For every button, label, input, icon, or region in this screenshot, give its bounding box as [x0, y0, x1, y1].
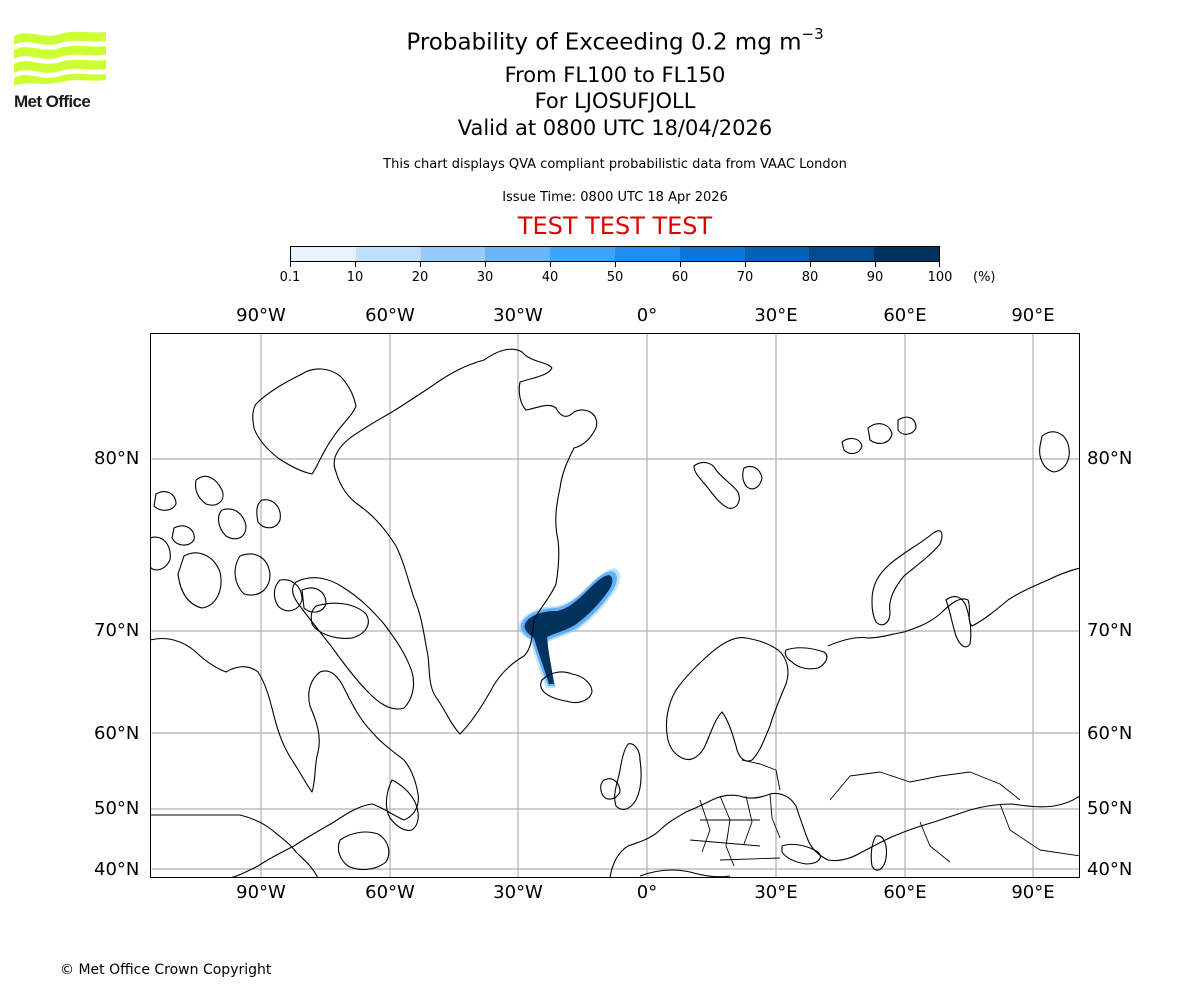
lon-label-top: 30°E [754, 305, 798, 326]
colorbar [290, 246, 940, 262]
lon-label-bottom: 30°W [493, 882, 543, 903]
lat-label-left: 70°N [94, 620, 140, 641]
lon-label-bottom: 90°W [236, 882, 286, 903]
lon-label-top: 60°E [883, 305, 927, 326]
gridlines [151, 334, 1079, 877]
title-text: Probability of Exceeding 0.2 mg m [406, 29, 802, 56]
colorbar-segment-6 [679, 247, 745, 261]
lat-label-left: 40°N [94, 859, 140, 880]
lon-label-bottom: 60°W [365, 882, 415, 903]
lon-label-bottom: 90°E [1011, 882, 1055, 903]
colorbar-tick-label: 10 [346, 270, 364, 285]
lon-label-top: 30°W [493, 305, 543, 326]
colorbar-tick-label: 40 [541, 270, 559, 285]
colorbar-tick-label: 50 [606, 270, 624, 285]
colorbar-ticks [290, 262, 940, 268]
colorbar-segment-0 [291, 247, 356, 261]
lon-label-top: 60°W [365, 305, 415, 326]
colorbar-segment-7 [744, 247, 810, 261]
lon-label-top: 0° [636, 305, 658, 326]
colorbar-segment-2 [420, 247, 486, 261]
colorbar-tick-label: 20 [411, 270, 429, 285]
lon-label-bottom: 30°E [754, 882, 798, 903]
lat-label-left: 60°N [94, 723, 140, 744]
volcano-name: For LJOSUFJOLL [534, 89, 696, 113]
colorbar-tick-label: 70 [736, 270, 754, 285]
colorbar-labels: 0.1 10 20 30 40 50 60 70 80 90 100 [280, 270, 953, 286]
colorbar-segment-1 [355, 247, 421, 261]
lat-label-right: 80°N [1087, 448, 1133, 469]
colorbar-unit: (%) [973, 270, 996, 285]
met-office-wave-logo-icon [14, 31, 106, 86]
colorbar-tick-label: 80 [801, 270, 819, 285]
lat-label-left: 50°N [94, 798, 140, 819]
colorbar-tick-label: 30 [476, 270, 494, 285]
colorbar-segment-8 [809, 247, 875, 261]
title-superscript: −3 [801, 25, 824, 43]
chart-description: This chart displays QVA compliant probab… [383, 157, 847, 172]
colorbar-tick-label: 100 [927, 270, 953, 285]
map-canvas [151, 334, 1079, 877]
lon-label-top: 90°E [1011, 305, 1055, 326]
flight-level-range: From FL100 to FL150 [504, 63, 726, 87]
ash-probability-plume [518, 568, 621, 688]
colorbar-segment-3 [485, 247, 551, 261]
logo-text: Met Office [14, 92, 91, 111]
chart-title: Probability of Exceeding 0.2 mg m−3 [315, 25, 915, 56]
copyright-notice: © Met Office Crown Copyright [60, 962, 272, 978]
map-panel[interactable] [150, 333, 1080, 878]
lon-label-bottom: 0° [636, 882, 658, 903]
issue-time: Issue Time: 0800 UTC 18 Apr 2026 [502, 190, 728, 205]
lat-label-right: 60°N [1087, 723, 1133, 744]
met-office-logo: Met Office [14, 30, 109, 112]
colorbar-tick-label: 60 [671, 270, 689, 285]
lon-label-bottom: 60°E [883, 882, 927, 903]
coastlines [151, 348, 1079, 877]
lat-label-right: 70°N [1087, 620, 1133, 641]
lat-label-right: 50°N [1087, 798, 1133, 819]
test-banner: TEST TEST TEST [517, 212, 713, 240]
colorbar-segment-9 [874, 247, 939, 261]
colorbar-tick-label: 90 [866, 270, 884, 285]
lat-label-right: 40°N [1087, 859, 1133, 880]
valid-time: Valid at 0800 UTC 18/04/2026 [457, 116, 773, 140]
lon-label-top: 90°W [236, 305, 286, 326]
colorbar-segment-5 [614, 247, 680, 261]
colorbar-tick-label: 0.1 [279, 270, 301, 285]
colorbar-segment-4 [550, 247, 615, 261]
lat-label-left: 80°N [94, 448, 140, 469]
